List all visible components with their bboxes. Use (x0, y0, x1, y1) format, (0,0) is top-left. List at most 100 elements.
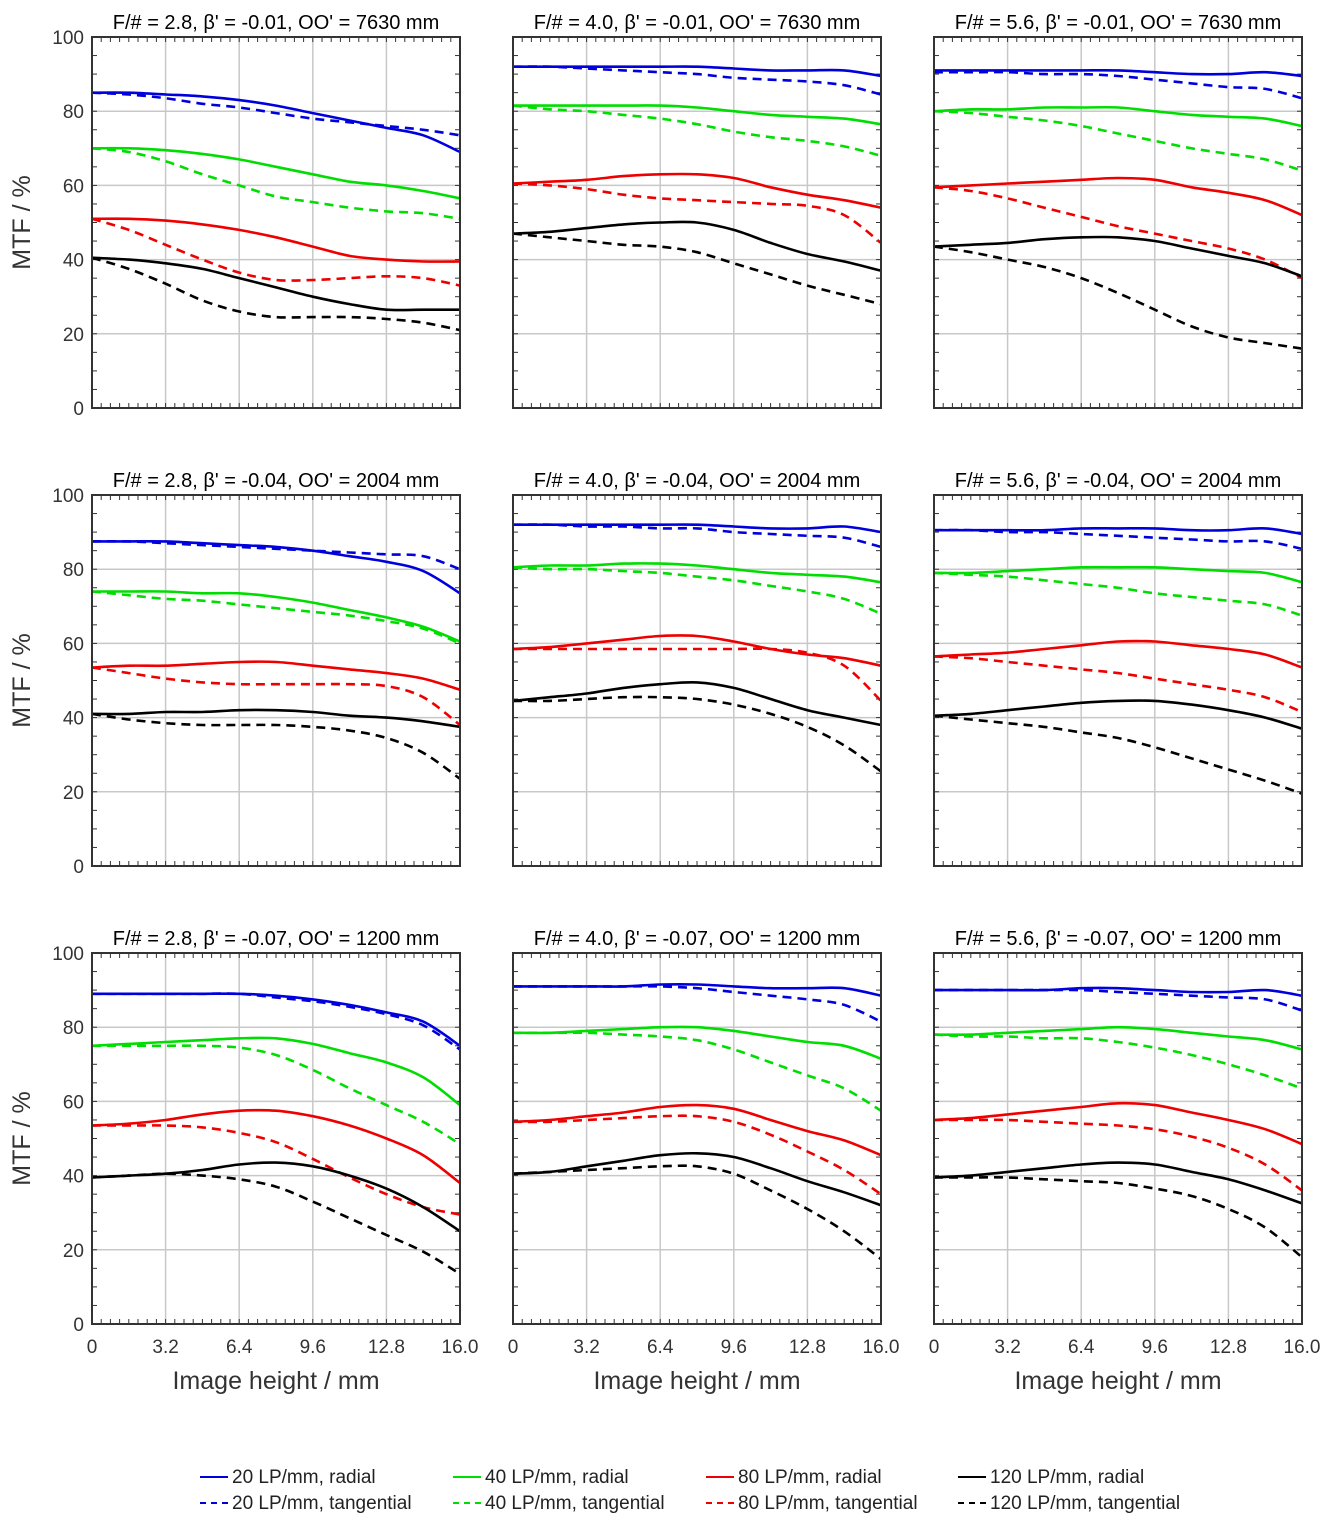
series-line (512, 220, 882, 272)
series-line (513, 984, 882, 1023)
series-line (512, 182, 882, 244)
x-tick-label: 3.2 (573, 1337, 599, 1358)
panel-8: F/# = 4.0, β' = -0.07, OO' = 1200 mm 0 3.2… (508, 928, 900, 1395)
series-line (933, 1025, 1303, 1051)
series-line (512, 65, 882, 96)
series-line (512, 1114, 882, 1196)
panel-title: F/# = 5.6, β' = -0.01, OO' = 7630 mm (955, 12, 1282, 34)
plot-area (92, 495, 460, 866)
series-line (933, 1161, 1303, 1205)
plot-area (92, 37, 460, 408)
series-line (512, 523, 882, 549)
panel-7: F/# = 2.8, β' = -0.07, OO' = 1200 mm 0 20 4… (8, 928, 478, 1395)
series-line (91, 590, 461, 645)
panel-title: F/# = 5.6, β' = -0.04, OO' = 2004 mm (955, 470, 1282, 492)
plot-frame (512, 952, 882, 1325)
x-tick-label: 0 (87, 1337, 98, 1358)
panel-title: F/# = 2.8, β' = -0.01, OO' = 7630 mm (113, 12, 440, 34)
y-tick-label: 60 (63, 1092, 84, 1113)
panel-title: F/# = 4.0, β' = -0.04, OO' = 2004 mm (534, 470, 861, 492)
legend-label: 40 LP/mm, radial (485, 1467, 629, 1488)
series-line (91, 91, 461, 154)
y-tick-label: 80 (63, 560, 84, 581)
plot-area (934, 37, 1302, 408)
x-tick-label: 6.4 (226, 1337, 253, 1358)
series-line (512, 1151, 882, 1207)
series-line (512, 104, 882, 126)
x-tick-label: 12.8 (368, 1337, 405, 1358)
series-line (933, 245, 1303, 350)
x-axis-label: Image height / mm (593, 1367, 800, 1395)
series-line (512, 562, 882, 584)
y-tick-label: 0 (73, 399, 84, 420)
x-tick-label: 6.4 (647, 1337, 674, 1358)
series-line (933, 655, 1303, 714)
legend-item: 120 LP/mm, tangential (958, 1493, 1180, 1514)
series-line (933, 988, 1303, 1012)
panel-title: F/# = 5.6, β' = -0.07, OO' = 1200 mm (955, 928, 1282, 950)
x-tick-label: 9.6 (721, 1337, 747, 1358)
x-tick-label: 12.8 (1210, 1337, 1247, 1358)
plot-frame (91, 36, 461, 409)
y-tick-label: 0 (73, 1315, 84, 1336)
x-tick-label: 16.0 (863, 1337, 900, 1358)
series-line (933, 186, 1303, 280)
series-line (934, 70, 1303, 100)
series-line (933, 1033, 1303, 1090)
legend-label: 20 LP/mm, tangential (232, 1493, 412, 1514)
series-line (933, 235, 1303, 278)
plot-area (513, 953, 881, 1324)
panel-5: F/# = 4.0, β' = -0.04, OO' = 2004 mm (512, 470, 882, 867)
legend-item: 40 LP/mm, tangential (453, 1493, 665, 1514)
panel-title: F/# = 2.8, β' = -0.04, OO' = 2004 mm (113, 470, 440, 492)
y-tick-label: 40 (63, 1167, 84, 1188)
legend-item: 20 LP/mm, tangential (200, 1493, 412, 1514)
series-line (933, 699, 1303, 730)
y-tick-label: 80 (63, 1018, 84, 1039)
legend-label: 20 LP/mm, radial (232, 1467, 376, 1488)
series-line (933, 68, 1303, 78)
panel-4: F/# = 2.8, β' = -0.04, OO' = 2004 mm 0 20 4… (8, 470, 461, 878)
x-tick-label: 16.0 (442, 1337, 479, 1358)
series-line (92, 1124, 461, 1216)
y-tick-label: 40 (63, 709, 84, 730)
series-line (91, 712, 461, 780)
series-line (91, 666, 461, 727)
plot-frame (512, 494, 882, 867)
series-line (933, 1101, 1303, 1146)
x-tick-label: 9.6 (1142, 1337, 1168, 1358)
series-line (513, 1031, 882, 1112)
plot-frame (512, 36, 882, 409)
legend-label: 80 LP/mm, radial (738, 1467, 882, 1488)
y-tick-label: 100 (52, 944, 84, 965)
series-line (91, 1108, 461, 1185)
series-line (512, 104, 882, 157)
plot-area (934, 495, 1302, 866)
series-line (91, 91, 461, 137)
series-line (91, 256, 461, 332)
series-line (91, 1036, 461, 1107)
y-axis-label: MTF / % (8, 175, 36, 269)
series-line (512, 232, 882, 306)
series-line (513, 523, 882, 534)
series-line (91, 217, 461, 263)
series-line (933, 565, 1303, 584)
x-axis-label: Image height / mm (172, 1367, 379, 1395)
x-tick-label: 3.2 (152, 1337, 178, 1358)
y-tick-label: 100 (52, 486, 84, 507)
x-tick-label: 0 (929, 1337, 940, 1358)
plot-frame (933, 952, 1303, 1325)
series-line (512, 1164, 882, 1261)
y-tick-label: 80 (63, 102, 84, 123)
legend-label: 120 LP/mm, radial (990, 1467, 1144, 1488)
series-line (91, 217, 461, 287)
legend-label: 40 LP/mm, tangential (485, 1493, 665, 1514)
panel-2: F/# = 4.0, β' = -0.01, OO' = 7630 mm (512, 12, 882, 409)
series-line (512, 1103, 882, 1157)
series-line (512, 566, 882, 615)
series-line (92, 1044, 461, 1146)
y-tick-label: 40 (63, 251, 84, 272)
series-line (91, 256, 460, 312)
series-line (91, 146, 461, 200)
